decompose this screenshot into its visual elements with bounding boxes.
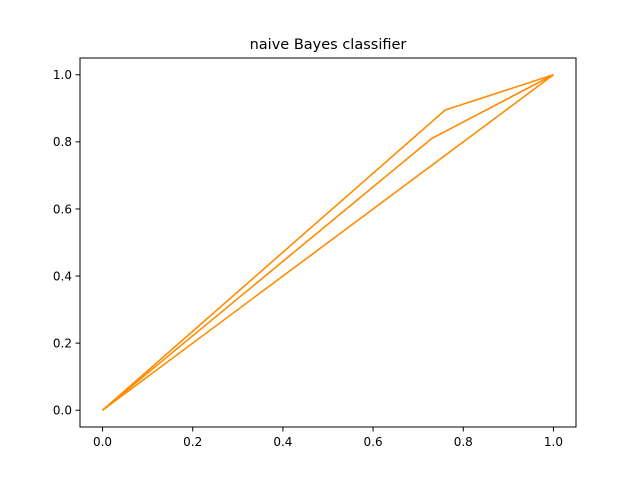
series-line-2 bbox=[102, 74, 554, 411]
x-tick-label: 0.0 bbox=[93, 435, 112, 449]
series-line-3 bbox=[102, 74, 554, 411]
y-tick-label: 0.6 bbox=[53, 202, 72, 216]
y-tick-label: 0.2 bbox=[53, 336, 72, 350]
x-tick-label: 1.0 bbox=[544, 435, 563, 449]
x-tick-label: 0.8 bbox=[454, 435, 473, 449]
x-tick-label: 0.6 bbox=[364, 435, 383, 449]
y-tick-label: 0.0 bbox=[53, 404, 72, 418]
series-line-1 bbox=[102, 74, 554, 411]
x-tick-label: 0.2 bbox=[183, 435, 202, 449]
y-tick-label: 0.4 bbox=[53, 269, 72, 283]
plot-frame bbox=[79, 57, 577, 428]
series-layer bbox=[102, 74, 554, 411]
chart-title: naive Bayes classifier bbox=[250, 37, 407, 53]
y-tick-label: 1.0 bbox=[53, 68, 72, 82]
axes-layer: 0.0 0.2 0.4 0.6 0.8 1.0 0.0 0.2 0.4 0.6 0.8 1.0 bbox=[53, 57, 577, 449]
y-tick-label: 0.8 bbox=[53, 135, 72, 149]
x-tick-label: 0.4 bbox=[273, 435, 292, 449]
